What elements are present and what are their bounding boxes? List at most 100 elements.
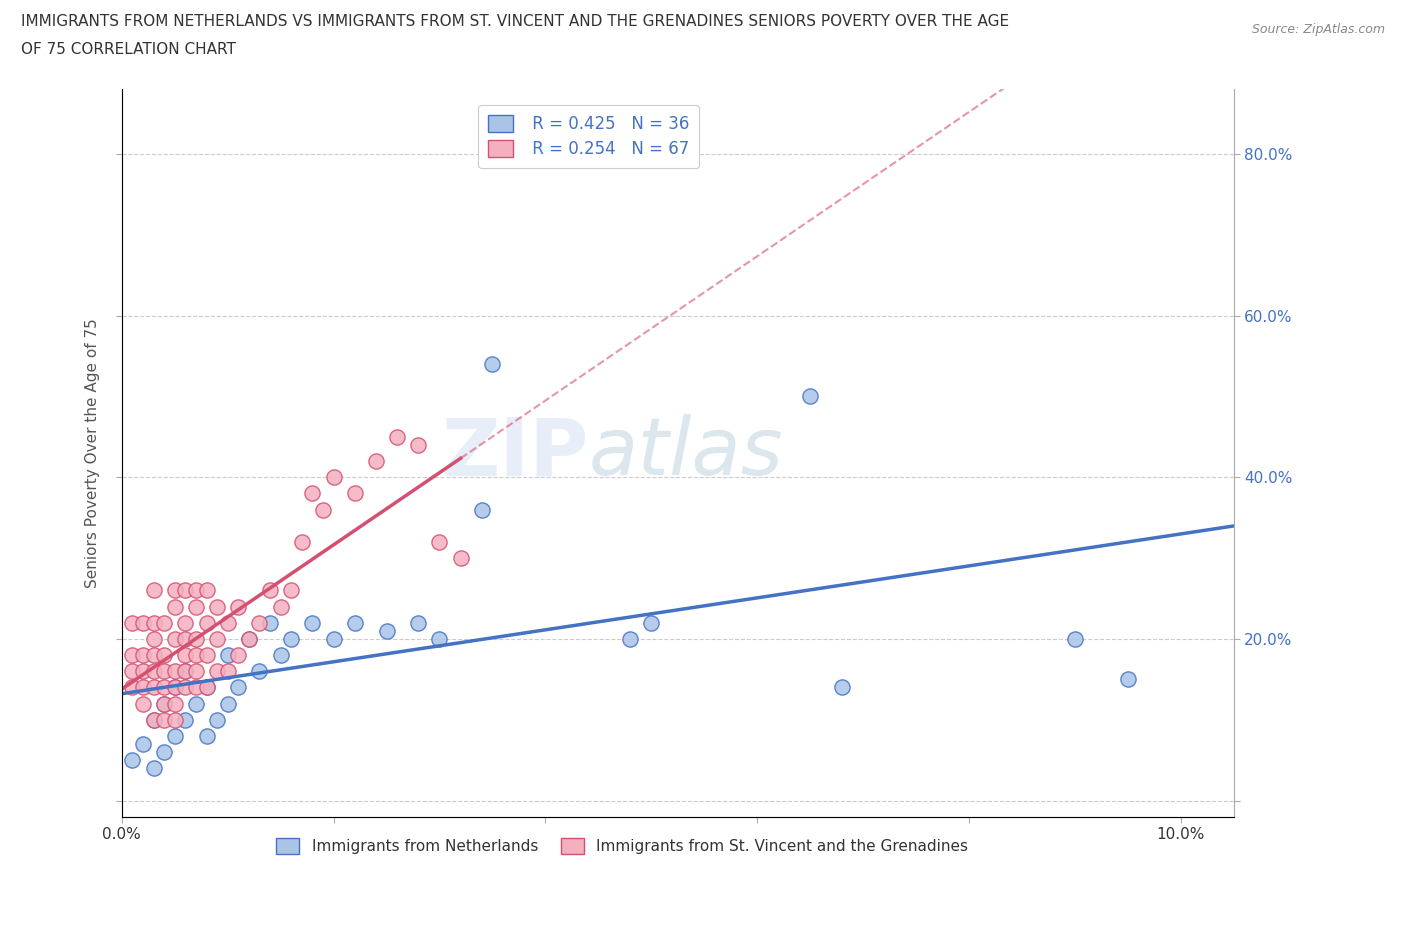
Point	[291, 535, 314, 550]
Point	[174, 712, 197, 727]
Point	[142, 616, 165, 631]
Point	[153, 680, 176, 695]
Point	[184, 599, 207, 614]
Point	[184, 583, 207, 598]
Point	[301, 486, 323, 501]
Text: Source: ZipAtlas.com: Source: ZipAtlas.com	[1251, 23, 1385, 36]
Point	[174, 616, 197, 631]
Point	[205, 599, 228, 614]
Point	[153, 664, 176, 679]
Point	[153, 712, 176, 727]
Text: ZIP: ZIP	[441, 414, 589, 492]
Point	[153, 647, 176, 662]
Point	[184, 664, 207, 679]
Point	[121, 647, 143, 662]
Text: IMMIGRANTS FROM NETHERLANDS VS IMMIGRANTS FROM ST. VINCENT AND THE GRENADINES SE: IMMIGRANTS FROM NETHERLANDS VS IMMIGRANT…	[21, 14, 1010, 29]
Point	[301, 616, 323, 631]
Point	[205, 664, 228, 679]
Point	[132, 680, 155, 695]
Point	[619, 631, 641, 646]
Point	[226, 599, 249, 614]
Point	[121, 616, 143, 631]
Point	[174, 583, 197, 598]
Point	[280, 631, 302, 646]
Point	[142, 712, 165, 727]
Point	[280, 583, 302, 598]
Point	[312, 502, 335, 517]
Point	[249, 616, 271, 631]
Point	[640, 616, 662, 631]
Point	[121, 680, 143, 695]
Text: atlas: atlas	[589, 414, 783, 492]
Point	[132, 697, 155, 711]
Point	[163, 712, 186, 727]
Point	[375, 623, 398, 638]
Point	[799, 389, 821, 404]
Point	[259, 583, 281, 598]
Point	[195, 680, 218, 695]
Point	[322, 470, 344, 485]
Point	[195, 647, 218, 662]
Point	[217, 664, 239, 679]
Point	[343, 616, 366, 631]
Point	[163, 631, 186, 646]
Point	[163, 697, 186, 711]
Point	[184, 680, 207, 695]
Point	[132, 737, 155, 751]
Point	[831, 680, 853, 695]
Point	[217, 697, 239, 711]
Point	[142, 664, 165, 679]
Point	[1116, 671, 1139, 686]
Point	[408, 437, 430, 452]
Point	[163, 583, 186, 598]
Point	[163, 728, 186, 743]
Point	[184, 631, 207, 646]
Point	[174, 680, 197, 695]
Point	[163, 680, 186, 695]
Point	[163, 599, 186, 614]
Point	[184, 697, 207, 711]
Point	[121, 752, 143, 767]
Point	[153, 745, 176, 760]
Point	[174, 664, 197, 679]
Point	[142, 712, 165, 727]
Point	[217, 616, 239, 631]
Point	[142, 631, 165, 646]
Point	[184, 647, 207, 662]
Point	[429, 535, 451, 550]
Point	[121, 664, 143, 679]
Point	[132, 664, 155, 679]
Point	[174, 647, 197, 662]
Point	[270, 647, 292, 662]
Point	[205, 712, 228, 727]
Point	[270, 599, 292, 614]
Point	[153, 697, 176, 711]
Point	[142, 680, 165, 695]
Point	[205, 631, 228, 646]
Point	[238, 631, 260, 646]
Point	[132, 616, 155, 631]
Point	[408, 616, 430, 631]
Point	[429, 631, 451, 646]
Point	[450, 551, 472, 565]
Point	[249, 664, 271, 679]
Point	[195, 728, 218, 743]
Legend: Immigrants from Netherlands, Immigrants from St. Vincent and the Grenadines: Immigrants from Netherlands, Immigrants …	[270, 831, 974, 860]
Point	[163, 664, 186, 679]
Point	[142, 761, 165, 776]
Point	[322, 631, 344, 646]
Point	[195, 583, 218, 598]
Point	[174, 631, 197, 646]
Point	[226, 680, 249, 695]
Point	[364, 454, 387, 469]
Point	[132, 647, 155, 662]
Point	[153, 616, 176, 631]
Point	[195, 616, 218, 631]
Point	[174, 664, 197, 679]
Point	[153, 697, 176, 711]
Y-axis label: Seniors Poverty Over the Age of 75: Seniors Poverty Over the Age of 75	[86, 318, 100, 588]
Point	[1063, 631, 1085, 646]
Point	[142, 583, 165, 598]
Point	[226, 647, 249, 662]
Point	[481, 357, 503, 372]
